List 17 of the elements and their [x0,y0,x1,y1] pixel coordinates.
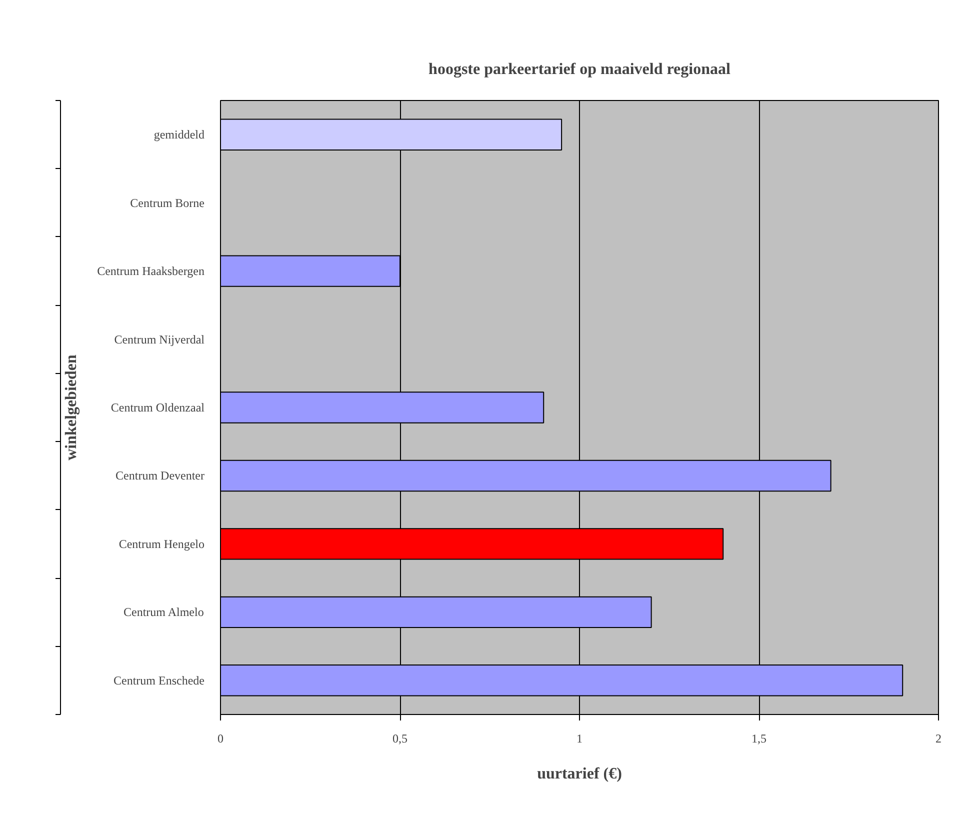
x-tick-label: 0 [218,732,224,746]
y-axis-title: winkelgebieden [63,354,80,460]
x-axis-title: uurtarief (€) [537,766,622,782]
y-tick-label: Centrum Haaksbergen [97,264,205,278]
y-tick-label: Centrum Deventer [116,468,205,483]
x-tick-label: 1 [576,732,582,746]
y-tick-label: Centrum Borne [130,196,205,210]
y-tick-label: Centrum Hengelo [118,536,205,551]
y-tick-label: Centrum Enschede [114,673,205,688]
y-tick-label: Centrum Oldenzaal [110,400,206,414]
y-tick-label: gemiddeld [154,128,204,142]
x-tick-label: 1,5 [752,732,766,746]
x-tick-label: 2 [936,732,942,746]
x-tick-label: 0,5 [392,732,408,746]
y-tick-label: Centrum Almelo [124,605,204,620]
chart-title: hoogste parkeertarief op maaiveld regionaal [428,61,731,78]
y-tick-label: Centrum Nijverdal [114,332,206,346]
